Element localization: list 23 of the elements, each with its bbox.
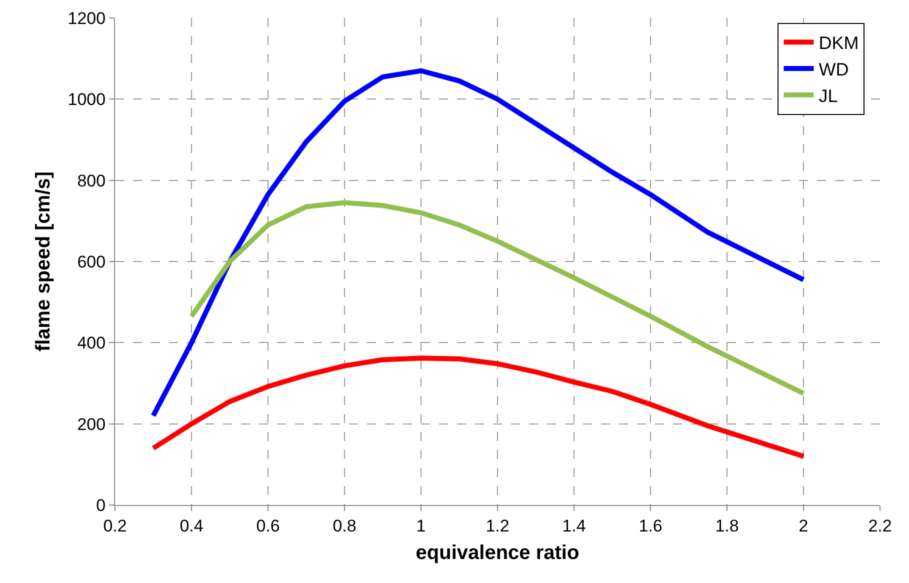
- x-tick-label: 2.2: [868, 516, 892, 536]
- x-tick-label: 0.4: [180, 516, 204, 536]
- y-axis-title: flame speed [cm/s]: [32, 171, 54, 352]
- y-tick-label: 0: [96, 496, 106, 515]
- y-tick-label: 1200: [68, 8, 106, 28]
- x-tick-label: 1.4: [562, 516, 586, 536]
- x-tick-label: 1.2: [486, 516, 510, 536]
- x-axis-title: equivalence ratio: [416, 542, 580, 564]
- legend-label: DKM: [818, 33, 859, 54]
- x-tick-label: 0.2: [103, 516, 127, 536]
- y-tick-label: 1000: [68, 90, 106, 110]
- x-tick-label: 1: [416, 516, 426, 536]
- y-tick-label: 600: [77, 252, 106, 272]
- y-tick-label: 200: [77, 414, 106, 434]
- x-tick-label: 2: [798, 516, 808, 536]
- x-tick-label: 1.8: [715, 516, 739, 536]
- y-tick-label: 400: [77, 334, 106, 353]
- legend-label: JL: [818, 86, 838, 106]
- x-tick-label: 1.6: [638, 516, 662, 536]
- x-tick-label: 0.6: [256, 516, 280, 536]
- x-tick-label: 0.8: [332, 516, 356, 536]
- legend-label: WD: [818, 59, 849, 80]
- y-tick-label: 800: [77, 171, 106, 190]
